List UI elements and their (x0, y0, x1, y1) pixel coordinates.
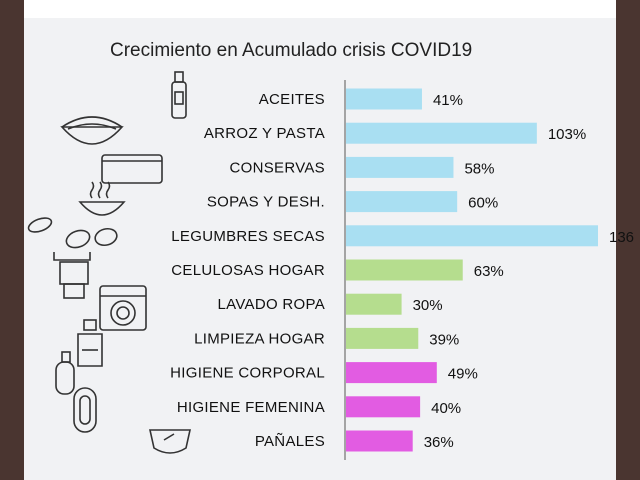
lotion-icon (55, 351, 75, 395)
bar (346, 156, 454, 178)
bar (346, 191, 458, 213)
value-label: 60% (468, 195, 498, 212)
category-label: LAVADO ROPA (218, 296, 326, 313)
category-label: CELULOSAS HOGAR (171, 262, 325, 279)
washing-machine-icon (99, 285, 147, 331)
category-label: LIMPIEZA HOGAR (194, 330, 325, 347)
category-label: PAÑALES (255, 433, 325, 450)
value-label: 63% (474, 263, 504, 280)
bar (346, 430, 413, 452)
value-label: 39% (429, 331, 459, 348)
paper-roll-icon (53, 252, 91, 299)
bar (346, 327, 419, 349)
bottle-icon (171, 71, 187, 119)
category-label: ACEITES (259, 91, 325, 108)
bar (346, 362, 437, 384)
chart-title: Crecimiento en Acumulado crisis COVID19 (110, 40, 473, 61)
value-label: 41% (433, 92, 463, 109)
bar (346, 88, 422, 110)
bowl-icon (60, 116, 124, 145)
top-bar (24, 0, 616, 18)
value-label: 49% (448, 366, 478, 383)
category-label: CONSERVAS (229, 159, 325, 176)
value-label: 103% (548, 126, 586, 143)
value-label: 40% (431, 400, 461, 417)
diaper-icon (149, 429, 191, 454)
beans-icon (27, 217, 118, 249)
can-icon (101, 154, 163, 184)
value-label: 136 (609, 229, 634, 246)
value-label: 36% (424, 434, 454, 451)
bar (346, 293, 402, 315)
category-label: HIGIENE CORPORAL (170, 365, 325, 382)
value-label: 30% (413, 297, 443, 314)
bar (346, 259, 463, 281)
soup-icon (78, 181, 126, 216)
category-label: SOPAS Y DESH. (207, 194, 325, 211)
pad-icon (73, 387, 97, 433)
category-label: LEGUMBRES SECAS (171, 228, 325, 245)
bar (346, 122, 537, 144)
bar (346, 396, 421, 418)
category-label: HIGIENE FEMENINA (177, 399, 325, 416)
bar (346, 225, 598, 247)
detergent-icon (77, 319, 103, 367)
category-label: ARROZ Y PASTA (204, 125, 325, 142)
value-label: 58% (464, 160, 494, 177)
